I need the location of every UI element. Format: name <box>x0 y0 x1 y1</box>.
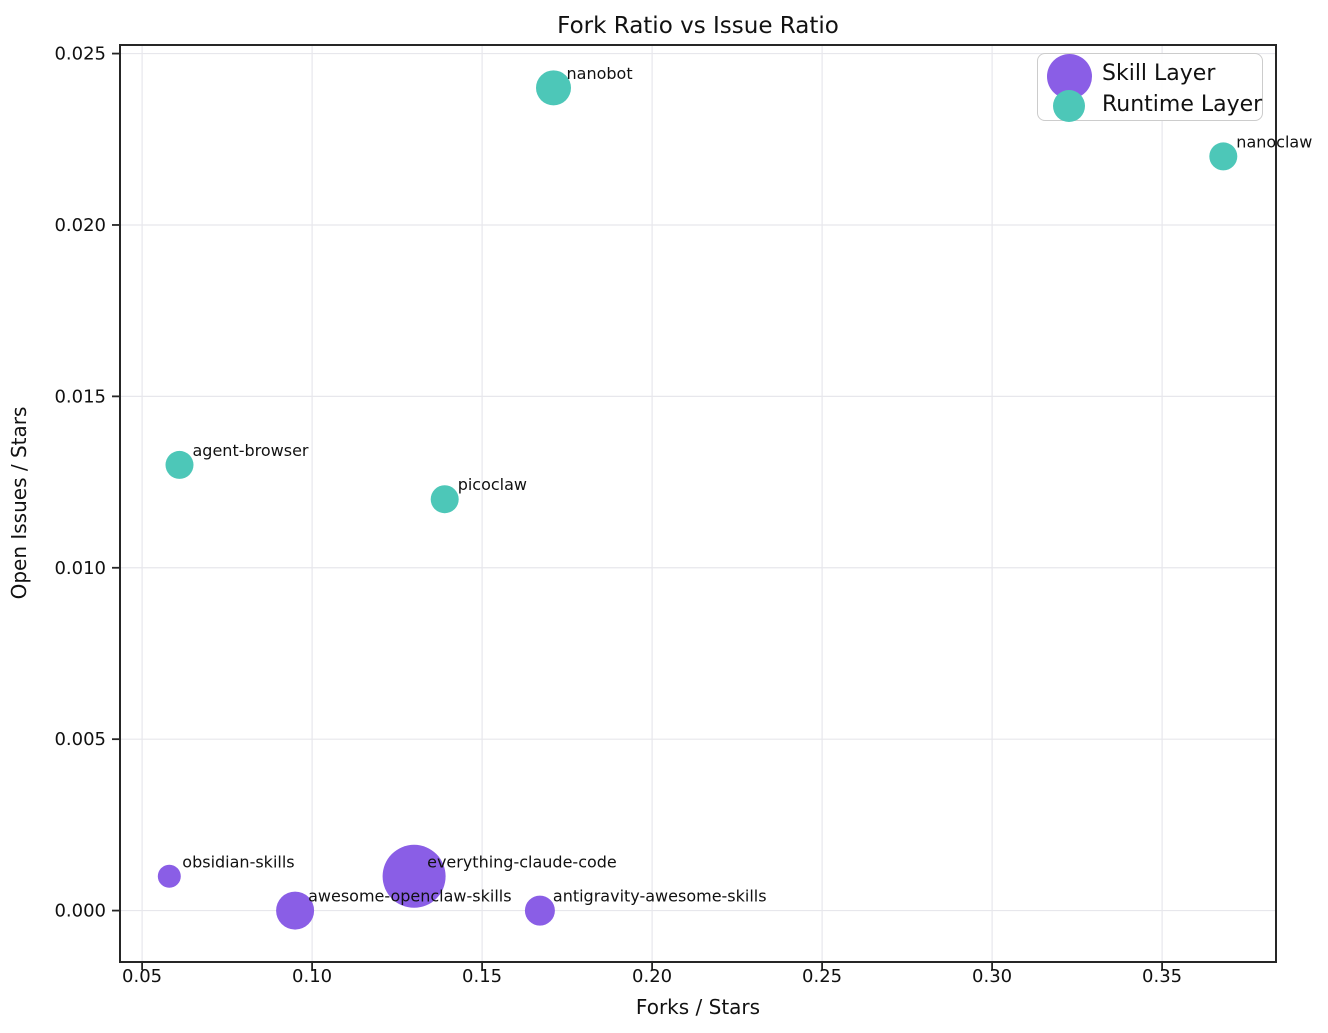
annotation-obsidian-skills: obsidian-skills <box>182 852 294 871</box>
x-tick-label-0.35: 0.35 <box>1142 966 1182 987</box>
data-point-nanobot <box>536 70 571 106</box>
annotation-awesome-openclaw-skills: awesome-openclaw-skills <box>308 887 511 906</box>
y-tick-label-0.005: 0.005 <box>54 729 106 750</box>
chart-title: Fork Ratio vs Issue Ratio <box>557 13 839 39</box>
x-tick-label-0.10: 0.10 <box>292 966 332 987</box>
x-tick-label-0.05: 0.05 <box>122 966 162 987</box>
x-tick-label-0.20: 0.20 <box>632 966 672 987</box>
data-point-antigravity-awesome-skills <box>524 895 555 926</box>
y-tick-label-0.025: 0.025 <box>54 44 106 65</box>
x-tick-label-0.15: 0.15 <box>462 966 502 987</box>
data-point-picoclaw <box>430 485 459 514</box>
legend-label-runtime-layer: Runtime Layer <box>1102 92 1263 117</box>
annotation-everything-claude-code: everything-claude-code <box>427 852 617 871</box>
data-point-everything-claude-code <box>382 844 446 908</box>
y-axis-label: Open Issues / Stars <box>7 406 31 600</box>
plot-border <box>119 44 1277 963</box>
x-tick-label-0.25: 0.25 <box>802 966 842 987</box>
annotation-nanoclaw: nanoclaw <box>1236 132 1312 151</box>
x-axis-label: Forks / Stars <box>635 995 761 1019</box>
legend-marker-runtime-layer <box>1053 90 1085 122</box>
y-tick-label-0.015: 0.015 <box>54 386 106 407</box>
y-tick-label-0.010: 0.010 <box>54 558 106 579</box>
y-tick-label-0.020: 0.020 <box>54 215 106 236</box>
data-point-nanoclaw <box>1209 142 1238 171</box>
data-point-agent-browser <box>165 450 194 479</box>
annotation-antigravity-awesome-skills: antigravity-awesome-skills <box>553 887 767 906</box>
annotation-nanobot: nanobot <box>567 64 633 83</box>
y-tick-label-0.000: 0.000 <box>54 901 106 922</box>
data-point-awesome-openclaw-skills <box>276 891 315 930</box>
annotation-picoclaw: picoclaw <box>458 475 527 494</box>
annotation-agent-browser: agent-browser <box>193 441 309 460</box>
legend-label-skill-layer: Skill Layer <box>1102 61 1216 86</box>
x-tick-label-0.30: 0.30 <box>972 966 1012 987</box>
legend: Skill Layer Runtime Layer <box>1037 53 1263 122</box>
data-point-obsidian-skills <box>157 864 181 888</box>
